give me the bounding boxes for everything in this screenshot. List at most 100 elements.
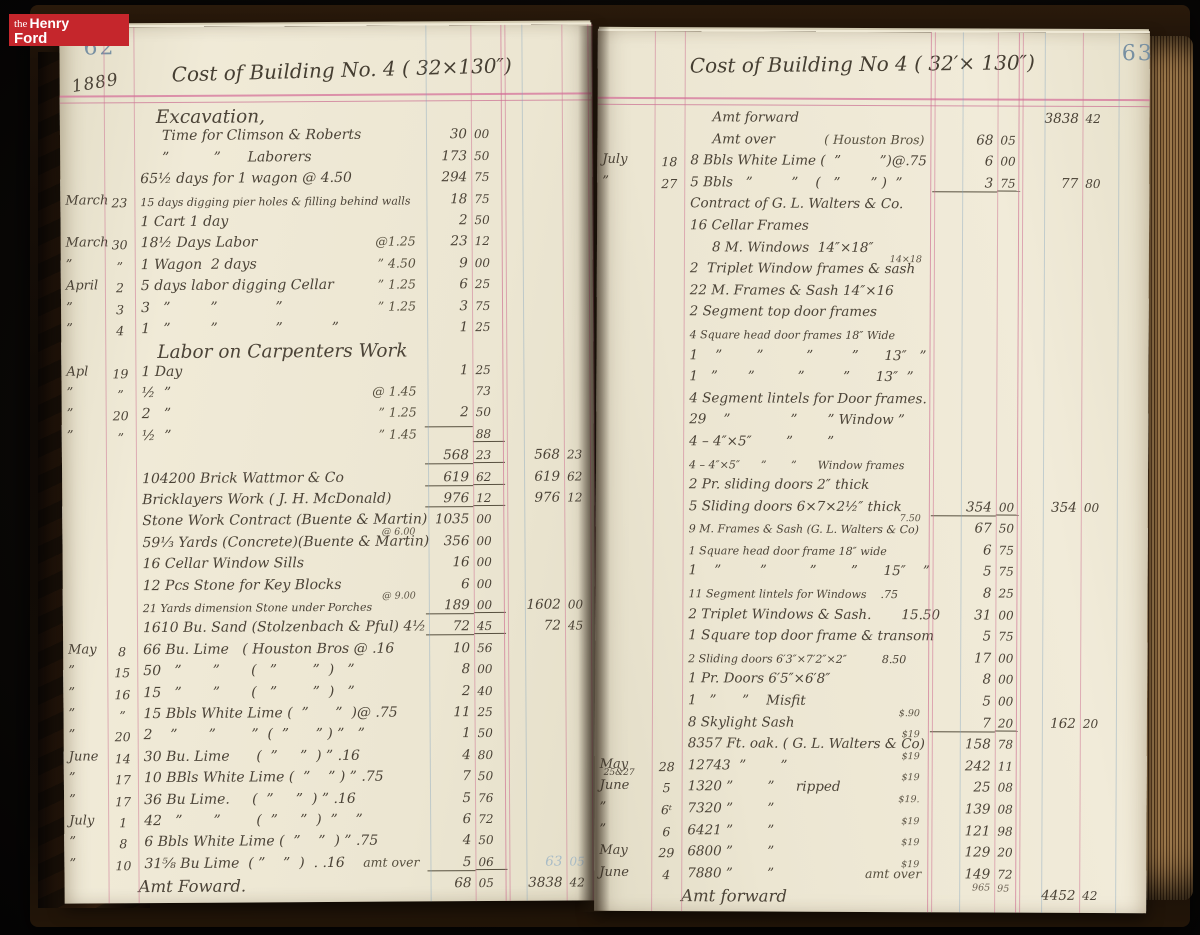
row-rate-note [419, 790, 427, 806]
ledger-row: ” 27 5 Bbls ” ” ( ” ” ) ” 3 75 77 80 [597, 174, 1149, 198]
row-amount1-cents [997, 197, 1020, 198]
row-amount1-cents: 00 [476, 576, 493, 591]
row-amount1-dollars: 68 [454, 875, 472, 892]
ledger-row: 8 M. Windows 14″×18″ [597, 238, 1149, 262]
row-rate-note: ( Houston Bros) [824, 131, 925, 147]
row-amount1-cents: 45 [473, 618, 507, 635]
row-description: 1 Pr. Doors 6′5″×6′8″ [682, 671, 930, 688]
row-amount1-cents [996, 391, 1019, 392]
row-date-month: ” [69, 834, 77, 850]
row-amount1-cents: 05 [478, 876, 494, 891]
row-amount1-cents: 00 [473, 127, 490, 142]
row-description: 30 Bu. Lime ( ” ” ) ” .16 [138, 747, 427, 765]
row-date-day [651, 886, 681, 888]
row-description: 1 ” ” ” ” 15″ ” [683, 563, 931, 580]
row-rate-superscript: 7.50 [899, 513, 921, 525]
row-amount1-dollars: 139 [964, 801, 991, 818]
row-amount1-cents: 12 [474, 234, 490, 249]
row-amount2-dollars: 3838 [1044, 110, 1079, 127]
row-date-day [653, 584, 683, 586]
ledger-row: 1 Pr. Doors 6′5″×6′8″ 8 00 [595, 670, 1147, 694]
ledger-row: 9 M. Frames & Sash (G. L. Walters & Co) 7… [596, 513, 1148, 543]
row-date-day [104, 214, 134, 216]
ledger-row: 4 – 4″×5″ ” ” Window frames [596, 454, 1148, 478]
row-amount1-dollars: 6 [984, 153, 994, 170]
row-amount1-dollars: 121 [964, 823, 991, 840]
row-rate-note [419, 747, 427, 763]
row-rate-note [922, 588, 930, 601]
row-amount1-cents: 98 [997, 824, 1013, 839]
row-amount1-cents [997, 283, 1020, 284]
row-amount1-cents: 75 [474, 191, 490, 206]
row-description: 10 BBls White Lime ( ” ” ) ” .75 [138, 769, 427, 787]
row-description: ½ ”” 1.45 [136, 426, 425, 444]
ledger-row: Amt forward 3838 42 [597, 109, 1149, 133]
ledger-row: May 29 6800 ” ” $19 129 20 [594, 837, 1146, 867]
row-description: 7880 ” ” $19 amt over [681, 859, 929, 882]
row-amount1-cents: 75 [474, 298, 491, 313]
row-amount2-dollars: 77 [1061, 175, 1079, 192]
row-amount1-cents: 75 [997, 175, 1021, 192]
row-amount1-cents: 50 [477, 726, 493, 741]
row-date-month: ” [65, 300, 73, 316]
row-amount1-cents: 00 [1000, 154, 1016, 169]
row-description: 5 Sliding doors 6×7×2½″ thick [683, 498, 931, 515]
row-amount1-cents: 12 [473, 489, 506, 507]
row-description: 2 Pr. sliding doors 2″ thick [683, 476, 931, 493]
row-amount1-dollars: 149 [964, 866, 991, 883]
row-rate-note [416, 341, 424, 362]
row-date-day [654, 217, 684, 219]
row-date-day [106, 449, 136, 451]
row-date-day: 15 [114, 665, 131, 681]
row-date-month: ” [68, 792, 76, 808]
row-amount1-dollars: 158 [964, 736, 991, 753]
row-amount2-cents [1080, 629, 1116, 630]
row-amount2-cents [1080, 780, 1116, 781]
row-date-month: July [69, 813, 95, 829]
row-description: 4 Square head door frames 18″ Wide [684, 325, 932, 342]
row-description: Amt over( Houston Bros) [684, 131, 932, 148]
row-rate-note [420, 875, 428, 894]
row-amount1-cents: 40 [477, 683, 493, 698]
row-amount1-dollars: 6 [461, 575, 470, 592]
row-rate-superscript: @ 9.00 [382, 590, 416, 602]
row-date-day: 18 [661, 154, 678, 170]
row-rate-superscript: $19. [898, 794, 920, 806]
row-date-day [106, 514, 136, 516]
row-date-day [654, 347, 684, 349]
row-amount2-dollars: 162 [1050, 715, 1076, 732]
ledger-row: Amt Foward. 68 05 3838 42 [65, 874, 597, 899]
row-rate-note: ” 1.25 [378, 404, 417, 421]
row-amount2-cents [1079, 824, 1115, 825]
row-amount2-cents: 00 [1083, 500, 1100, 515]
row-date-day: 23 [111, 194, 128, 210]
row-description: 65½ days for 1 wagon @ 4.50 [134, 170, 423, 188]
row-description: 22 M. Frames & Sash 14″×16 [684, 282, 932, 299]
row-rate-note [926, 348, 934, 364]
row-description: 1 Wagon 2 days” 4.50 [135, 255, 424, 273]
row-amount2-cents [1082, 219, 1118, 220]
row-amount1-dollars: 4 [462, 832, 472, 849]
row-amount2-cents [1080, 802, 1116, 803]
row-date-day: 17 [115, 793, 132, 809]
row-rate-note: amt over [864, 865, 922, 881]
row-rate-note [923, 477, 931, 493]
row-amount1-dollars: 6 [459, 276, 468, 293]
row-date-month: Apl [66, 364, 89, 380]
row-description: 1 ” ” ” ” 13″ ” [683, 368, 931, 385]
row-amount1-cents: 76 [477, 790, 494, 805]
row-amount1-dollars: 10 [452, 639, 471, 657]
row-description: 1 Cart 1 day [134, 212, 423, 231]
row-amount2-cents [1082, 154, 1118, 155]
row-amount2-cents [1081, 586, 1117, 587]
ledger-row: 1 ” ” ” ” 13″ ” [596, 368, 1148, 392]
row-description: 1320 ” ” ripped $19 [682, 773, 930, 796]
row-amount1-dollars: 1 [459, 319, 469, 336]
row-description: 15 Bbls White Lime ( ” ” )@ .75 [137, 704, 426, 723]
row-amount2-cents [1080, 737, 1116, 738]
row-description: 2 Triplet Window frames & sash 14×18 [684, 254, 932, 277]
row-description: 8357 Ft. oak. ( G. L. Walters & Co) $19 [682, 729, 930, 752]
row-rate-superscript: $19 [901, 729, 920, 741]
row-rate-note [923, 434, 931, 450]
row-date-day: 30 [111, 237, 128, 253]
